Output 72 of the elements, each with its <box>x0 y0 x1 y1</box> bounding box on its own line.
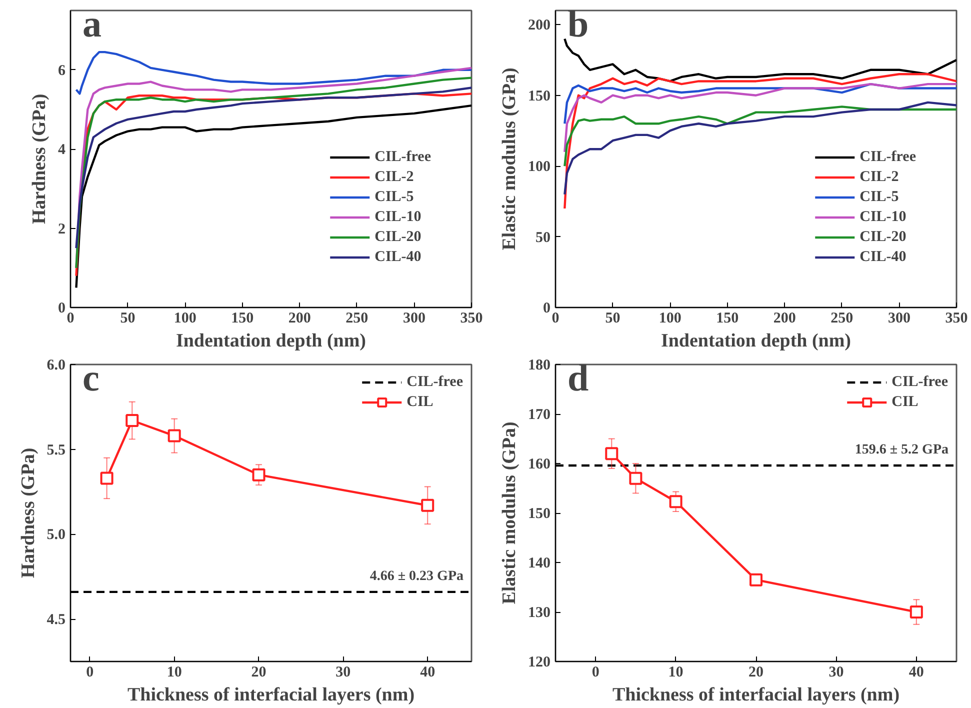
annotation: a <box>82 4 102 46</box>
y-axis-title: Elastic modulus (GPa) <box>499 422 520 604</box>
y-tick-label: 50 <box>536 230 550 246</box>
y-tick-label: 160 <box>528 456 550 472</box>
x-tick-label: 150 <box>716 310 739 326</box>
legend-label: CIL-free <box>892 374 948 390</box>
legend-label: CIL-free <box>374 148 431 166</box>
y-tick-label: 140 <box>528 556 550 572</box>
x-tick-label: 300 <box>402 310 426 326</box>
legend-label: CIL <box>892 394 918 410</box>
x-axis-title: Thickness of interfacial layers (nm) <box>127 684 415 706</box>
legend-label: CIL-free <box>860 148 916 166</box>
x-tick-label: 40 <box>420 664 436 680</box>
x-tick-label: 50 <box>120 310 136 326</box>
x-axis-title: Indentation depth (nm) <box>660 330 852 352</box>
legend-label: CIL-10 <box>374 208 422 226</box>
x-tick-label: 30 <box>336 664 351 680</box>
annotation: 159.6 ± 5.2 GPa <box>854 442 948 458</box>
x-tick-label: 350 <box>945 310 968 326</box>
y-tick-label: 4 <box>58 142 66 158</box>
y-tick-label: 5.5 <box>46 442 66 458</box>
x-tick-label: 200 <box>773 310 796 326</box>
x-tick-label: 10 <box>668 664 684 680</box>
legend-label: CIL-5 <box>374 188 414 206</box>
y-axis-title: Hardness (GPa) <box>18 448 39 578</box>
legend-label: CIL-free <box>406 374 463 390</box>
y-tick-label: 130 <box>528 605 550 621</box>
y-tick-label: 150 <box>528 506 550 522</box>
x-tick-label: 100 <box>658 310 682 326</box>
x-tick-label: 30 <box>828 664 844 680</box>
legend-label: CIL-20 <box>860 228 906 246</box>
annotation: c <box>82 358 100 400</box>
y-tick-label: 5.0 <box>46 527 66 544</box>
y-tick-label: 100 <box>528 159 550 176</box>
x-tick-label: 50 <box>605 310 620 326</box>
x-axis-title: Thickness of interfacial layers (nm) <box>612 684 900 706</box>
y-tick-label: 6.0 <box>46 358 66 374</box>
legend-label: CIL-2 <box>860 168 899 186</box>
x-tick-label: 300 <box>888 310 910 326</box>
y-axis-title: Hardness (GPa) <box>29 94 50 224</box>
y-tick-label: 150 <box>528 88 550 104</box>
y-tick-label: 2 <box>58 221 66 238</box>
y-tick-label: 6 <box>58 62 66 79</box>
y-tick-label: 4.5 <box>46 612 66 628</box>
legend-label: CIL-40 <box>374 248 422 266</box>
y-tick-label: 0 <box>58 300 66 316</box>
legend-label: CIL-2 <box>374 168 414 186</box>
x-tick-label: 150 <box>231 310 254 326</box>
y-tick-label: 0 <box>543 300 550 316</box>
legend-label: CIL-10 <box>860 208 906 226</box>
y-axis-title: Elastic modulus (GPa) <box>499 68 520 250</box>
legend-label: CIL-40 <box>860 248 906 266</box>
x-tick-label: 250 <box>346 310 368 326</box>
y-tick-label: 120 <box>528 654 550 670</box>
y-tick-label: 200 <box>528 18 550 34</box>
legend-label: CIL-20 <box>374 228 422 246</box>
x-tick-label: 350 <box>460 310 483 326</box>
legend-label: CIL-5 <box>860 188 899 206</box>
annotation: 4.66 ± 0.23 GPa <box>370 568 464 584</box>
x-tick-label: 0 <box>86 664 94 680</box>
legend-label: CIL <box>406 394 434 410</box>
x-axis-title: Indentation depth (nm) <box>176 330 366 352</box>
x-tick-label: 0 <box>592 664 600 680</box>
x-tick-label: 20 <box>251 664 266 680</box>
x-tick-label: 250 <box>830 310 854 326</box>
x-tick-label: 200 <box>288 310 311 326</box>
y-tick-label: 170 <box>528 407 550 423</box>
x-tick-label: 10 <box>166 664 182 680</box>
x-tick-label: 40 <box>908 664 924 680</box>
x-tick-label: 20 <box>748 664 764 680</box>
y-tick-label: 180 <box>528 358 550 374</box>
x-tick-label: 100 <box>174 310 196 326</box>
